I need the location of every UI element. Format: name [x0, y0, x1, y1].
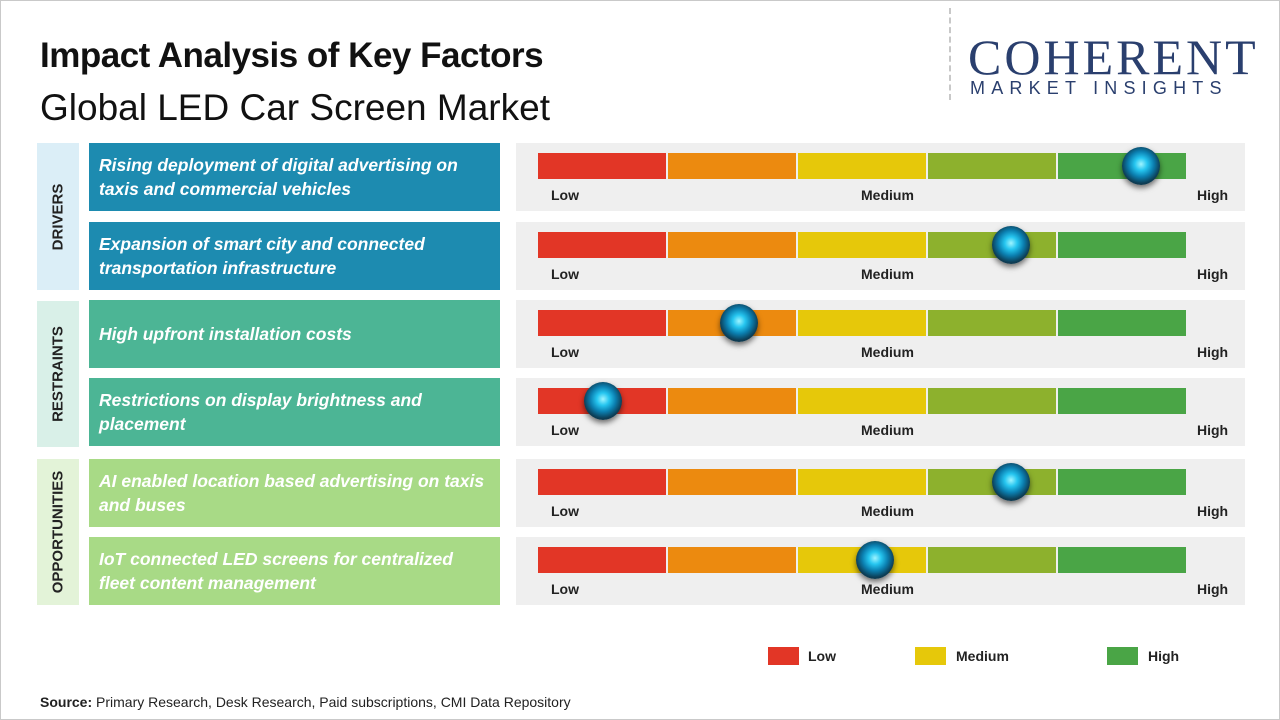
factor-box: Expansion of smart city and connected tr… [89, 222, 500, 290]
scale-segment [538, 310, 667, 336]
scale-segment [928, 310, 1057, 336]
scale-segment [798, 469, 927, 495]
group-label-restraints: RESTRAINTS [49, 326, 67, 422]
legend-label-high: High [1148, 648, 1180, 664]
factor-box: AI enabled location based advertising on… [89, 459, 500, 527]
group-tab-opportunities: OPPORTUNITIES [37, 459, 79, 605]
impact-indicator-knob [583, 382, 622, 420]
scale-label-low: Low [551, 422, 579, 438]
scale-label-medium: Medium [861, 344, 914, 360]
scale-label-high: High [1197, 503, 1229, 519]
factor-text: IoT connected LED screens for centralize… [99, 549, 453, 593]
factor-text: High upfront installation costs [99, 324, 352, 344]
scale-label-medium: Medium [861, 266, 914, 282]
scale-segment [538, 153, 667, 179]
source-note: Source: Primary Research, Desk Research,… [40, 694, 571, 710]
scale-label-low: Low [551, 581, 579, 597]
impact-scale-bar [538, 388, 1186, 414]
scale-segment [1058, 232, 1186, 258]
impact-scale-bar [538, 310, 1186, 336]
legend-label-low: Low [808, 648, 836, 664]
factor-text: AI enabled location based advertising on… [99, 471, 485, 515]
page-title: Impact Analysis of Key Factors [40, 36, 544, 75]
scale-segment [538, 232, 667, 258]
scale-label-high: High [1197, 187, 1229, 203]
impact-scale-bar [538, 547, 1186, 573]
legend-swatch-high [1107, 647, 1138, 665]
source-label: Source: [40, 694, 93, 710]
scale-label-high: High [1197, 344, 1229, 360]
scale-label-low: Low [551, 187, 579, 203]
impact-scale-panel: Low Medium High [516, 222, 1245, 290]
group-label-drivers: DRIVERS [49, 183, 67, 250]
scale-segment [1058, 310, 1186, 336]
scale-segment [1058, 388, 1186, 414]
group-tab-restraints: RESTRAINTS [37, 301, 79, 447]
impact-indicator-knob [855, 541, 894, 579]
scale-segment [668, 388, 797, 414]
factor-box: Rising deployment of digital advertising… [89, 143, 500, 211]
scale-segment [798, 232, 927, 258]
scale-label-medium: Medium [861, 187, 914, 203]
legend-swatch-low [768, 647, 799, 665]
impact-indicator-knob [992, 226, 1031, 264]
group-label-opportunities: OPPORTUNITIES [49, 470, 67, 594]
impact-scale-panel: Low Medium High [516, 537, 1245, 605]
impact-indicator-knob [992, 463, 1031, 501]
scale-label-high: High [1197, 581, 1229, 597]
scale-segment [538, 469, 667, 495]
factor-text: Expansion of smart city and connected tr… [99, 234, 425, 278]
page-subtitle: Global LED Car Screen Market [40, 87, 550, 128]
company-logo-tagline: MARKET INSIGHTS [970, 78, 1228, 98]
scale-segment [538, 547, 667, 573]
scale-segment [1058, 469, 1186, 495]
scale-label-low: Low [551, 503, 579, 519]
factor-box: IoT connected LED screens for centralize… [89, 537, 500, 605]
scale-segment [798, 388, 927, 414]
scale-segment [798, 153, 927, 179]
scale-label-high: High [1197, 422, 1229, 438]
legend-label-medium: Medium [956, 648, 1009, 664]
legend-swatch-medium [915, 647, 946, 665]
scale-label-medium: Medium [861, 422, 914, 438]
company-logo-wordmark: COHERENT [968, 29, 1259, 85]
impact-indicator-knob [719, 304, 758, 342]
scale-label-medium: Medium [861, 581, 914, 597]
impact-scale-bar [538, 232, 1186, 258]
impact-scale-panel: Low Medium High [516, 143, 1245, 211]
scale-segment [668, 232, 797, 258]
source-text: Primary Research, Desk Research, Paid su… [92, 694, 571, 710]
impact-scale-panel: Low Medium High [516, 300, 1245, 368]
scale-segment [928, 547, 1057, 573]
impact-scale-bar [538, 153, 1186, 179]
scale-segment [928, 388, 1057, 414]
scale-segment [1058, 547, 1186, 573]
scale-label-low: Low [551, 266, 579, 282]
scale-segment [668, 547, 797, 573]
scale-label-high: High [1197, 266, 1229, 282]
logo-divider [949, 8, 951, 100]
scale-segment [668, 469, 797, 495]
scale-segment [798, 310, 927, 336]
impact-scale-panel: Low Medium High [516, 459, 1245, 527]
factor-text: Rising deployment of digital advertising… [99, 155, 458, 199]
scale-label-low: Low [551, 344, 579, 360]
scale-segment [668, 153, 797, 179]
impact-scale-panel: Low Medium High [516, 378, 1245, 446]
factor-box: High upfront installation costs [89, 300, 500, 368]
scale-label-medium: Medium [861, 503, 914, 519]
factor-text: Restrictions on display brightness and p… [99, 390, 422, 434]
group-tab-drivers: DRIVERS [37, 143, 79, 290]
impact-scale-bar [538, 469, 1186, 495]
impact-indicator-knob [1121, 147, 1160, 185]
scale-segment [928, 153, 1057, 179]
factor-box: Restrictions on display brightness and p… [89, 378, 500, 446]
